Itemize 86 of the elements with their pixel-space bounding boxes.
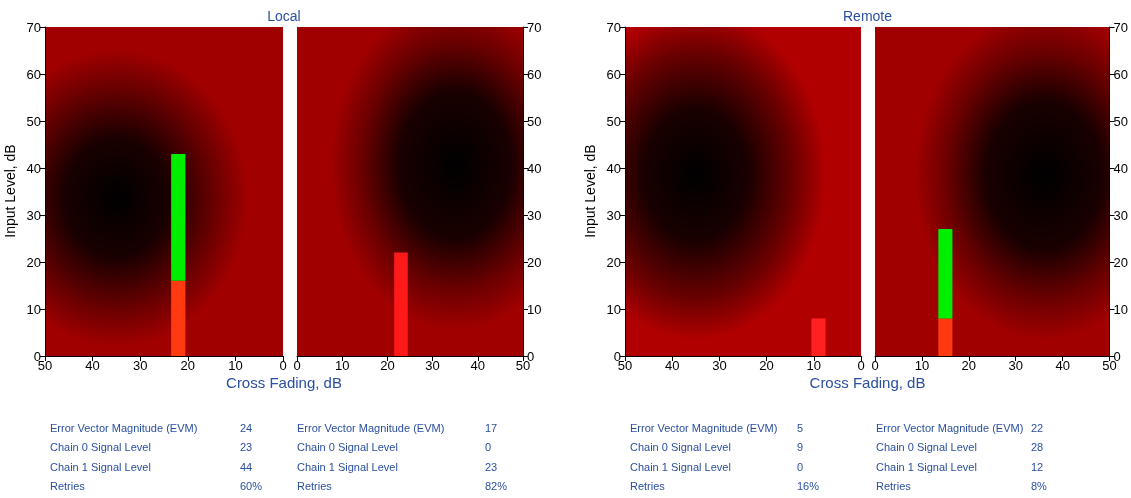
category-label: Retries bbox=[876, 479, 912, 495]
x-tick-label: 10 bbox=[806, 358, 822, 373]
y-axis-title: Input Level, dB bbox=[582, 142, 598, 240]
y-tick-label: 40 bbox=[1113, 160, 1129, 176]
x-tick-label: 40 bbox=[85, 358, 100, 373]
category-label: Chain 1 Signal Level bbox=[50, 459, 152, 475]
data-label: 0 bbox=[485, 440, 493, 456]
x-tick-label: 20 bbox=[180, 358, 196, 373]
y-tick-label: 20 bbox=[606, 254, 621, 270]
x-tick-label: 20 bbox=[759, 358, 774, 373]
chart-title: Remote bbox=[842, 8, 893, 24]
category-label: Retries bbox=[297, 479, 333, 495]
x-tick-label: 20 bbox=[961, 358, 977, 373]
data-label: 8% bbox=[1031, 479, 1047, 495]
x-tick-label: 0 bbox=[871, 358, 879, 373]
x-tick-label: 10 bbox=[334, 358, 350, 373]
y-tick-label: 60 bbox=[606, 66, 621, 82]
x-tick-label: 40 bbox=[470, 358, 486, 373]
y-tick-label: 50 bbox=[527, 113, 542, 129]
y-tick-label: 40 bbox=[606, 160, 621, 176]
y-tick-label: 40 bbox=[527, 160, 542, 176]
x-axis-title: Cross Fading, dB bbox=[225, 374, 343, 391]
category-label: Chain 0 Signal Level bbox=[297, 440, 399, 456]
category-label: Error Vector Magnitude (EVM) bbox=[50, 420, 199, 436]
y-tick-label: 30 bbox=[527, 207, 542, 223]
data-label: 44 bbox=[240, 459, 254, 475]
x-tick-label: 40 bbox=[1055, 358, 1070, 373]
y-tick-label: 40 bbox=[26, 160, 41, 176]
data-label: 23 bbox=[240, 440, 254, 456]
x-axis-title: Cross Fading, dB bbox=[808, 374, 927, 391]
y-tick-label: 70 bbox=[26, 19, 41, 35]
x-tick-label: 30 bbox=[1008, 358, 1023, 373]
y-tick-label: 60 bbox=[1113, 66, 1129, 82]
y-tick-label: 20 bbox=[26, 254, 41, 270]
data-label: 9 bbox=[797, 440, 805, 456]
data-label: 24 bbox=[240, 420, 254, 436]
data-label: 5 bbox=[797, 420, 805, 436]
category-label: Chain 1 Signal Level bbox=[876, 459, 978, 475]
data-label: 22 bbox=[1031, 420, 1045, 436]
category-label: Error Vector Magnitude (EVM) bbox=[876, 420, 1025, 436]
y-tick-label: 30 bbox=[1113, 207, 1129, 223]
data-label: 23 bbox=[485, 459, 499, 475]
y-tick-label: 50 bbox=[26, 113, 41, 129]
category-label: Chain 0 Signal Level bbox=[50, 440, 152, 456]
x-tick-label: 0 bbox=[293, 358, 301, 373]
category-label: Chain 1 Signal Level bbox=[297, 459, 399, 475]
x-tick-label: 30 bbox=[425, 358, 440, 373]
data-label: 0 bbox=[797, 459, 805, 475]
y-tick-label: 70 bbox=[527, 19, 542, 35]
y-tick-label: 20 bbox=[527, 254, 542, 270]
category-label: Chain 1 Signal Level bbox=[630, 459, 732, 475]
y-tick-label: 60 bbox=[527, 66, 542, 82]
y-tick-label: 10 bbox=[26, 301, 41, 317]
category-label: Retries bbox=[50, 479, 86, 495]
x-tick-label: 10 bbox=[914, 358, 930, 373]
y-tick-label: 10 bbox=[606, 301, 621, 317]
y-tick-label: 10 bbox=[527, 301, 542, 317]
y-tick-label: 60 bbox=[26, 66, 41, 82]
category-label: Retries bbox=[630, 479, 666, 495]
x-tick-label: 20 bbox=[380, 358, 395, 373]
y-tick-label: 30 bbox=[606, 207, 621, 223]
x-tick-label: 0 bbox=[279, 358, 287, 373]
x-tick-label: 40 bbox=[664, 358, 680, 373]
y-axis-title: Input Level, dB bbox=[2, 142, 18, 240]
x-tick-label: 30 bbox=[132, 358, 148, 373]
category-label: Error Vector Magnitude (EVM) bbox=[297, 420, 446, 436]
y-tick-label: 10 bbox=[1113, 301, 1129, 317]
y-tick-label: 30 bbox=[26, 207, 41, 223]
x-tick-label: 10 bbox=[228, 358, 243, 373]
data-label: 60% bbox=[240, 479, 263, 495]
y-tick-label: 50 bbox=[1113, 113, 1129, 129]
category-label: Error Vector Magnitude (EVM) bbox=[630, 420, 779, 436]
data-label: 12 bbox=[1031, 459, 1045, 475]
data-label: 16% bbox=[797, 479, 820, 495]
y-tick-label: 70 bbox=[606, 19, 621, 35]
x-tick-label: 0 bbox=[857, 358, 865, 373]
x-tick-label: 30 bbox=[712, 358, 727, 373]
y-tick-label: 20 bbox=[1113, 254, 1129, 270]
data-label: 28 bbox=[1031, 440, 1045, 456]
chart-title: Local bbox=[266, 8, 302, 24]
data-label: 82% bbox=[485, 479, 508, 495]
y-tick-label: 50 bbox=[606, 113, 621, 129]
category-label: Chain 0 Signal Level bbox=[630, 440, 732, 456]
category-label: Chain 0 Signal Level bbox=[876, 440, 978, 456]
data-label: 17 bbox=[485, 420, 499, 436]
y-tick-label: 70 bbox=[1113, 19, 1129, 35]
